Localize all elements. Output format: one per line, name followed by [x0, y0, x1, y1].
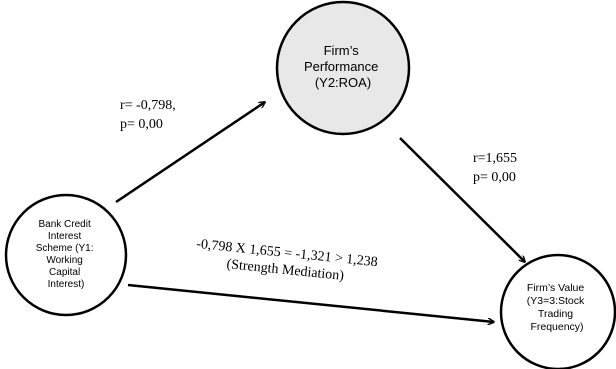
node-y1-line: Capital [49, 267, 80, 278]
path-y1-y2-p: p= 0,00 [120, 117, 163, 132]
path-y2-y3-r: r=1,655 [473, 151, 517, 166]
svg-text:Bank Credit Interest: Bank Credit Interest Scheme (Y1: Working… [36, 219, 97, 290]
node-bank-credit-interest-scheme: Bank Credit Interest Scheme (Y1: Working… [4, 193, 128, 317]
node-y3-circle [499, 253, 616, 369]
path-label-y1-y2: r= -0,798, p= 0,00 [120, 98, 179, 132]
node-y3-line: (Y3=3:Stock [527, 295, 585, 307]
path-label-y1-y3: -0,798 X 1,655 = -1,321 > 1,238 (Strengt… [196, 237, 379, 284]
svg-text:Firm’s Performance: Firm’s Performance (Y2:ROA) [304, 43, 382, 90]
node-y1-circle [4, 193, 128, 317]
node-y1-line: Working [46, 255, 83, 266]
svg-text:Firm’s Value (Y3=3:Stock: Firm’s Value (Y3=3:Stock Trading Frequen… [527, 282, 587, 333]
node-y3-line: Frequency) [530, 321, 583, 333]
arrow-y1-to-y3 [127, 283, 494, 322]
node-firms-value: Firm’s Value (Y3=3:Stock Trading Frequen… [499, 253, 616, 369]
path-y1-y2-r: r= -0,798, [120, 98, 176, 113]
path-label-y2-y3: r=1,655 p= 0,00 [473, 151, 521, 185]
node-y2-line: (Y2:ROA) [315, 75, 371, 90]
node-y2-line: Performance [304, 59, 378, 74]
node-y1-line: Interest [48, 231, 82, 242]
node-y3-line: Firm’s Value [527, 282, 585, 294]
node-y2-circle [275, 0, 411, 136]
node-y1-line: Bank Credit [38, 219, 90, 230]
path-y2-y3-p: p= 0,00 [473, 170, 516, 185]
node-y3-line: Trading [538, 308, 573, 320]
node-y1-line: Scheme (Y1: [36, 243, 94, 254]
arrow-y1-to-y2 [115, 102, 265, 204]
node-y2-line: Firm’s [324, 43, 360, 58]
arrow-y2-to-y3 [399, 137, 525, 262]
node-firms-performance: Firm’s Performance (Y2:ROA) [275, 0, 411, 136]
node-y1-line: Interest) [48, 279, 85, 290]
